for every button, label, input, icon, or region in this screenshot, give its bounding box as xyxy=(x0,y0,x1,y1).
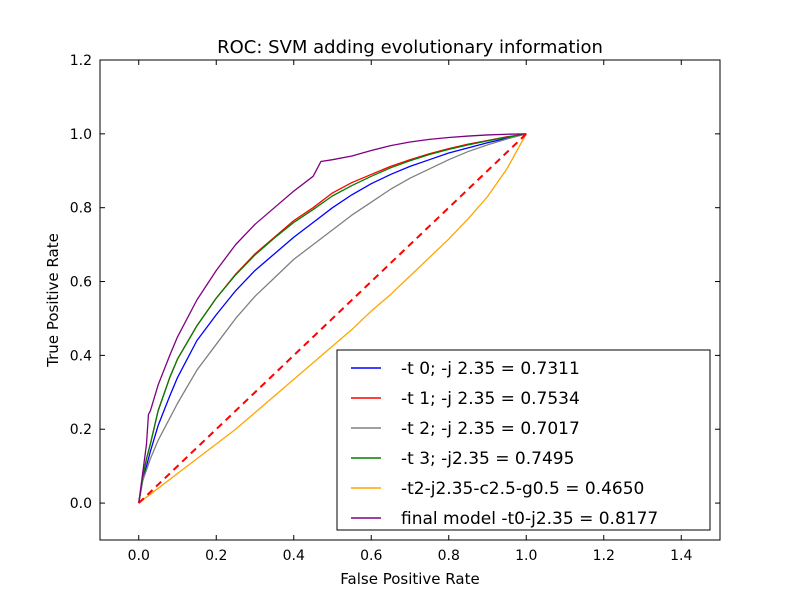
x-tick-label: 0.0 xyxy=(128,548,150,564)
legend-label: -t 0; -j 2.35 = 0.7311 xyxy=(401,359,580,379)
legend-label: -t 2; -j 2.35 = 0.7017 xyxy=(401,419,580,439)
y-tick-label: 0.2 xyxy=(70,422,92,438)
y-tick-label: 1.2 xyxy=(70,53,92,69)
chart-title: ROC: SVM adding evolutionary information xyxy=(217,37,603,58)
x-tick-label: 0.8 xyxy=(438,548,460,564)
x-tick-label: 1.4 xyxy=(670,548,692,564)
series-line-0 xyxy=(138,133,527,504)
y-tick-label: 0.6 xyxy=(70,275,92,291)
x-tick-label: 0.6 xyxy=(360,548,382,564)
y-axis-label: True Positive Rate xyxy=(44,233,62,368)
series-line-5 xyxy=(138,133,527,504)
legend-box xyxy=(336,349,711,531)
x-tick-label: 1.0 xyxy=(515,548,537,564)
plot-area: 0.0 0.2 0.4 0.6 0.8 1.0 1.2 1.4 0.0 0.2 0.4 0.6 0.8 1… xyxy=(70,53,721,564)
series-line-3 xyxy=(138,133,527,504)
x-tick-label: 0.2 xyxy=(205,548,227,564)
series-line-4 xyxy=(138,133,527,504)
legend-label: -t2-j2.35-c2.5-g0.5 = 0.4650 xyxy=(401,479,644,499)
y-tick-label: 1.0 xyxy=(70,127,92,143)
legend-label: -t 3; -j2.35 = 0.7495 xyxy=(401,449,574,469)
legend-label: -t 1; -j 2.35 = 0.7534 xyxy=(401,389,580,409)
y-tick-label: 0.0 xyxy=(70,496,92,512)
y-tick-label: 0.8 xyxy=(70,201,92,217)
legend: -t 0; -j 2.35 = 0.7311 -t 1; -j 2.35 = 0.… xyxy=(336,349,711,531)
x-axis-label: False Positive Rate xyxy=(340,570,479,588)
y-tick-label: 0.4 xyxy=(70,348,92,364)
x-tick-label: 0.4 xyxy=(283,548,305,564)
series-line-2 xyxy=(138,133,527,504)
x-tick-label: 1.2 xyxy=(593,548,615,564)
plot-frame xyxy=(99,59,721,541)
legend-label: final model -t0-j2.35 = 0.8177 xyxy=(401,509,658,529)
reference-diagonal-line xyxy=(138,133,527,504)
